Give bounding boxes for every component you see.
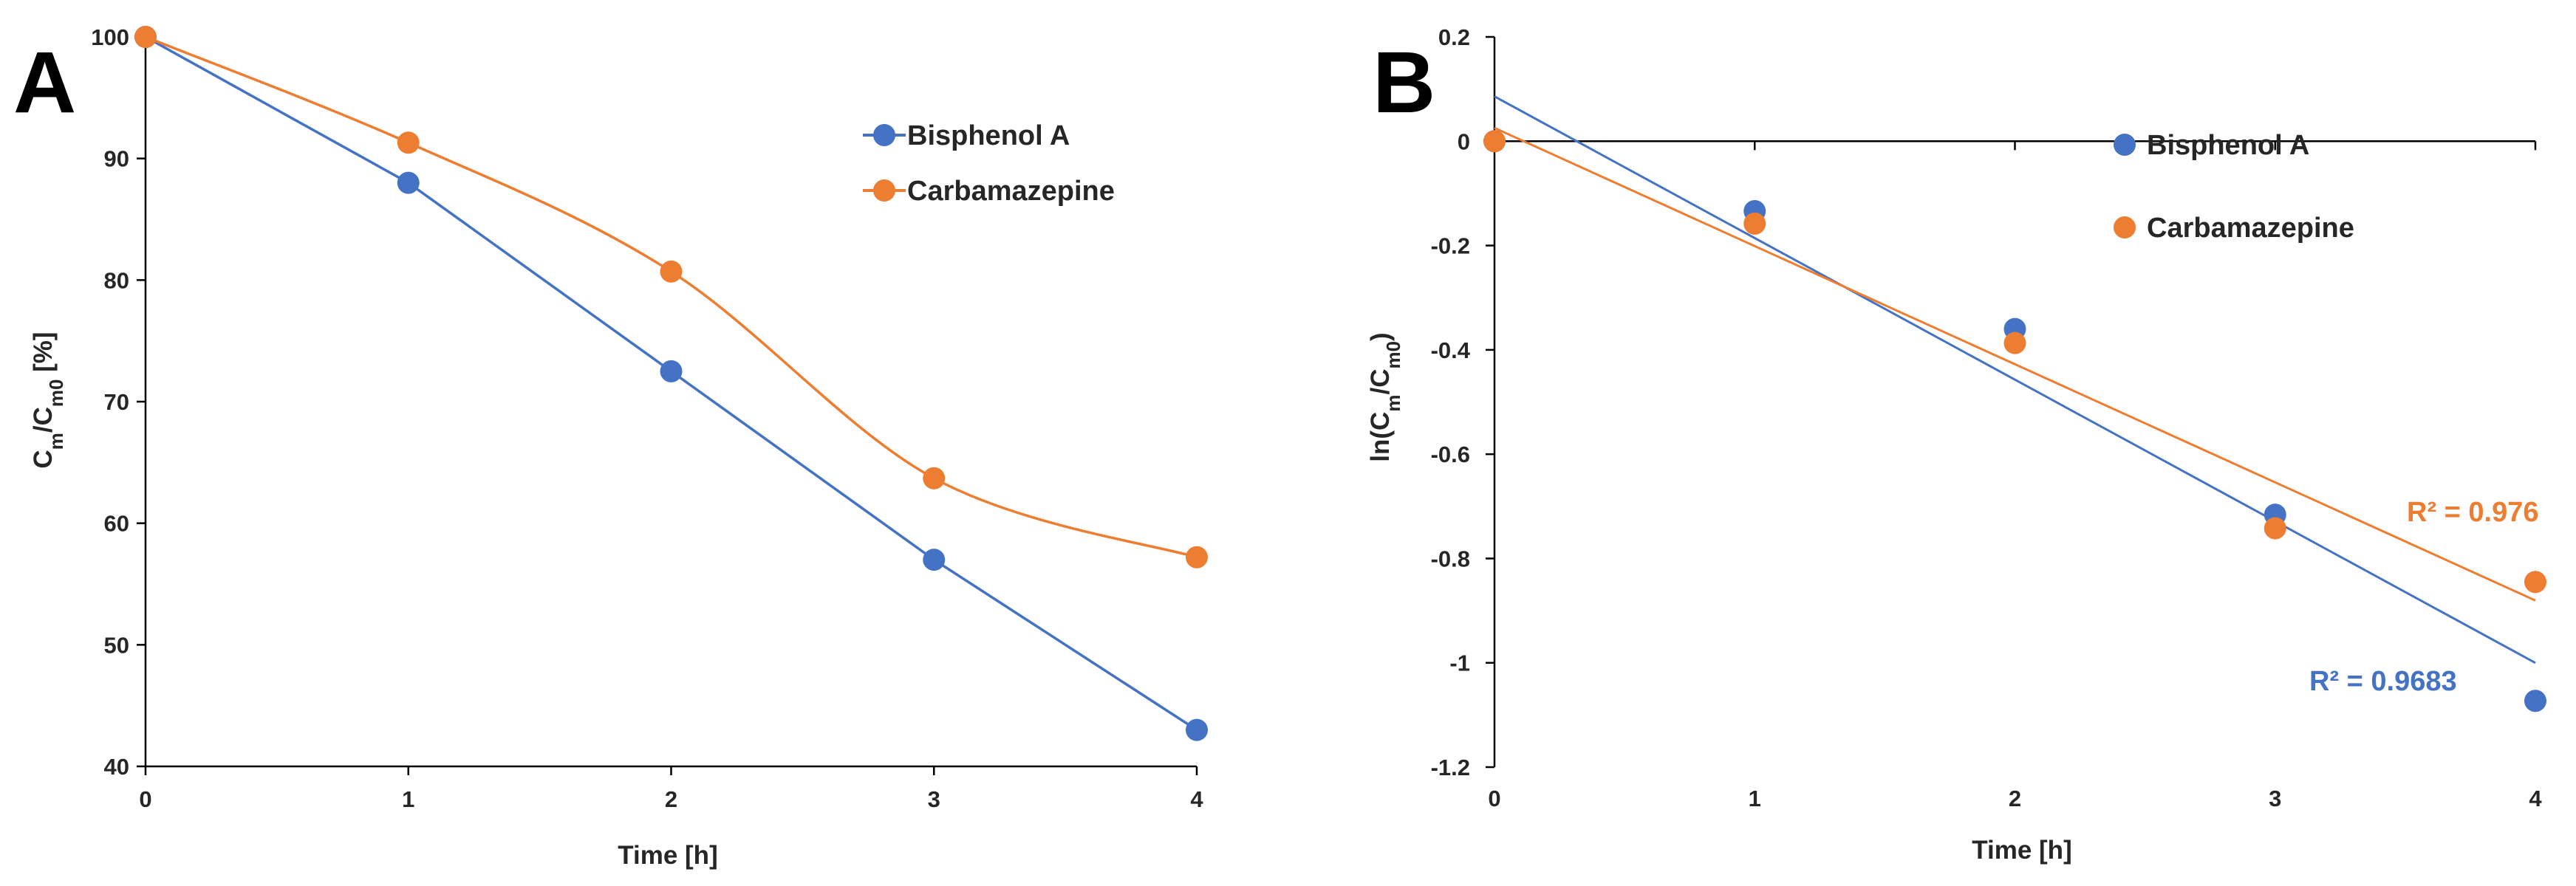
panel-b-x-tick-label: 0	[1488, 786, 1500, 811]
data-point-carbamazepine	[2003, 332, 2026, 354]
panel-a-y-tick-label: 60	[104, 511, 129, 537]
data-point-carbamazepine	[1483, 130, 1506, 153]
panel-b-y-tick-label: -0.6	[1431, 442, 1470, 467]
panel-b-axes: 0.2 0 -0.2 -0.4 -0.6 -0.8 -1 -1.2 0 1 2 3 4	[1431, 24, 2543, 811]
data-point-carbamazepine	[2524, 571, 2546, 594]
panel-a-y-tick-label: 80	[104, 267, 129, 293]
panel-a-x-axis-title: Time [h]	[618, 841, 717, 870]
panel-b-y-tick-label: -0.4	[1431, 337, 1471, 363]
panel-b-y-tick-label: -1.2	[1431, 755, 1470, 780]
panel-a: A 40 50 60 70 80 90 100 0 1 2 3 4 Time [h] Cm/Cm0 […	[13, 24, 1208, 870]
data-point-bisphenol-a	[2524, 690, 2546, 712]
panel-a-letter: A	[13, 34, 76, 131]
data-point-carbamazepine	[1743, 212, 1766, 235]
panel-b-marks	[1483, 95, 2546, 712]
panel-b-legend: Bisphenol A Carbamazepine	[2114, 130, 2354, 244]
data-point-carbamazepine	[134, 26, 157, 48]
panel-b-x-axis-title: Time [h]	[1972, 836, 2071, 865]
panel-b-y-tick-label: -1	[1449, 650, 1470, 676]
panel-a-x-tick-label: 1	[402, 786, 414, 812]
legend-bisphenol-a-marker	[873, 124, 895, 146]
r2-label-carbamazepine: R² = 0.976	[2407, 497, 2539, 528]
panel-b-x-tick-label: 2	[2009, 786, 2021, 811]
panel-a-x-tick-label: 0	[139, 786, 151, 812]
legend-carbamazepine-label: Carbamazepine	[907, 176, 1115, 207]
data-point-carbamazepine	[397, 131, 420, 154]
trendline-carbamazepine	[1494, 126, 2536, 602]
panel-b-y-tick-label: -0.8	[1431, 546, 1470, 571]
panel-a-x-tick-label: 3	[928, 786, 940, 812]
legend-carbamazepine-marker	[873, 179, 895, 202]
data-point-carbamazepine	[1186, 546, 1208, 569]
panel-a-y-tick-label: 90	[104, 146, 129, 172]
panel-b-y-tick-label: 0.2	[1438, 24, 1470, 50]
panel-a-legend: Bisphenol A Carbamazepine	[863, 120, 1115, 207]
data-point-carbamazepine	[923, 467, 946, 490]
panel-a-y-axis-title: Cm/Cm0 [%]	[29, 332, 67, 468]
panel-a-y-tick-label: 50	[104, 632, 129, 658]
panel-b-x-tick-label: 1	[1749, 786, 1761, 811]
series-line-carbamazepine	[145, 35, 1198, 559]
panel-b-x-tick-label: 4	[2529, 786, 2542, 811]
legend-b-carbamazepine-label: Carbamazepine	[2147, 213, 2354, 244]
panel-a-marks	[134, 26, 1208, 741]
data-point-bisphenol-a	[397, 171, 420, 194]
r2-label-bisphenol-a: R² = 0.9683	[2309, 666, 2457, 697]
data-point-bisphenol-a	[660, 360, 683, 382]
panel-b-x-tick-label: 3	[2269, 786, 2281, 811]
panel-b-y-tick-label: 0	[1458, 128, 1470, 154]
data-point-carbamazepine	[2264, 517, 2286, 540]
panel-b-y-tick-label: -0.2	[1431, 233, 1470, 259]
panel-a-y-tick-label: 70	[104, 389, 129, 415]
panel-b-y-axis-title: ln(Cm/Cm0)	[1366, 332, 1404, 461]
legend-b-bisphenol-a-label: Bisphenol A	[2147, 130, 2309, 161]
trendline-bisphenol-a	[1494, 95, 2536, 664]
data-point-carbamazepine	[660, 260, 683, 283]
panel-a-y-tick-label: 100	[91, 24, 129, 50]
panel-a-y-tick-label: 40	[104, 754, 129, 780]
legend-b-bisphenol-a-marker	[2114, 134, 2136, 156]
data-point-bisphenol-a	[923, 549, 946, 571]
panel-a-x-tick-label: 2	[665, 786, 677, 812]
panel-a-axes: 40 50 60 70 80 90 100 0 1 2 3 4	[91, 24, 1203, 812]
legend-b-carbamazepine-marker	[2114, 216, 2136, 238]
panel-b-letter: B	[1373, 34, 1435, 131]
panel-b: B 0.2 0 -0.2 -0.4 -0.6 -0.8 -1 -1.2 0 1 2 3 4 Time […	[1366, 24, 2546, 865]
panel-a-x-tick-label: 4	[1190, 786, 1203, 812]
legend-bisphenol-a-label: Bisphenol A	[907, 120, 1070, 151]
data-point-bisphenol-a	[1186, 718, 1208, 741]
